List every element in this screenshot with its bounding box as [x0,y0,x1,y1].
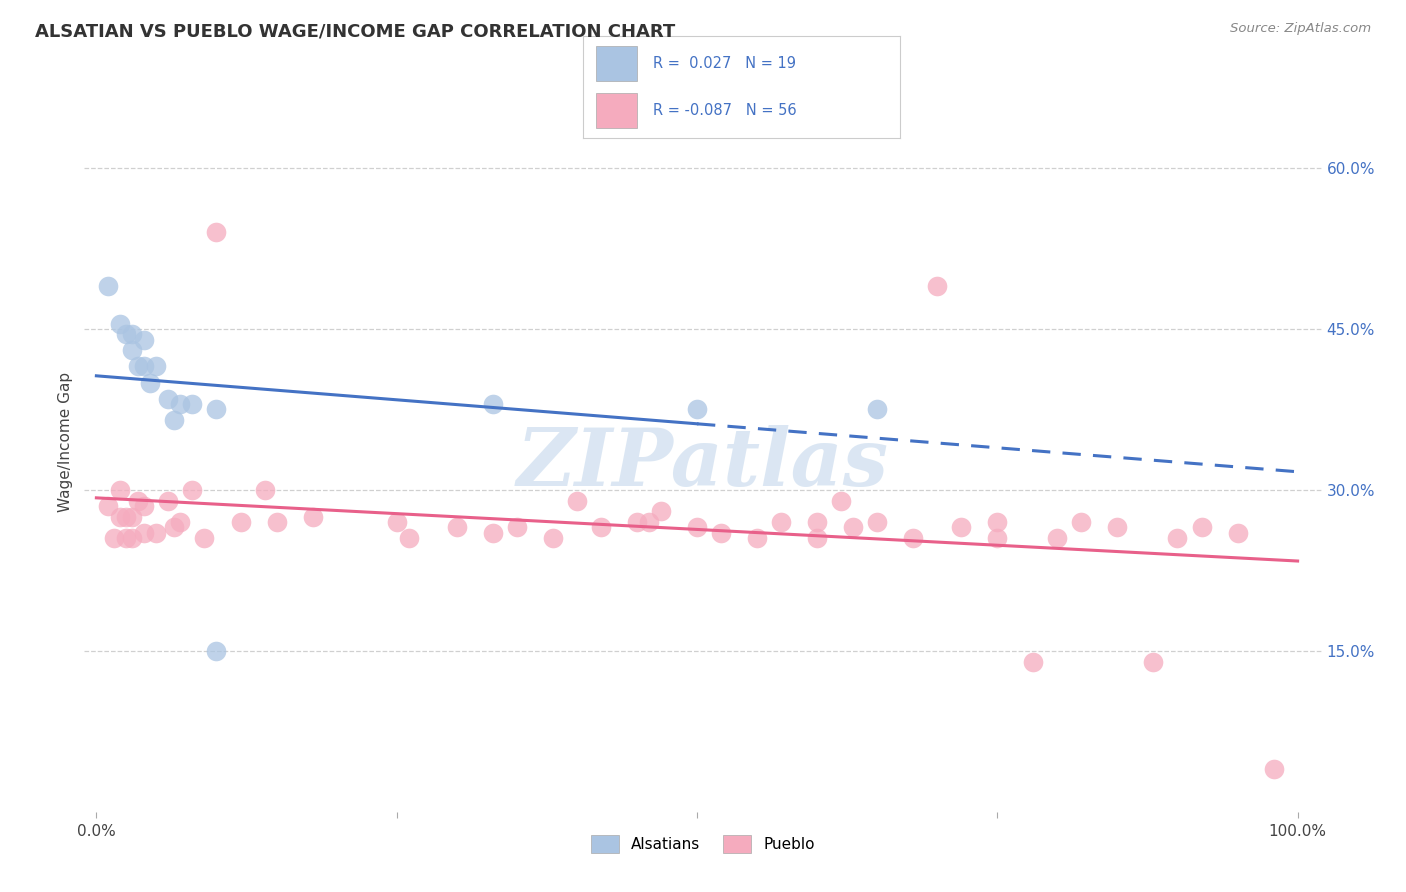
Point [97,499,120,513]
Point [169,397,191,411]
Point [626,515,648,529]
Legend: Alsatians, Pueblo: Alsatians, Pueblo [585,829,821,860]
Point [134,525,156,540]
Point [181,397,204,411]
Point [506,520,529,534]
Point [1263,762,1285,776]
Point [121,531,143,545]
Point [770,515,793,529]
Point [710,525,733,540]
Point [253,483,276,497]
Point [103,531,125,545]
Text: Source: ZipAtlas.com: Source: ZipAtlas.com [1230,22,1371,36]
Point [950,520,973,534]
FancyBboxPatch shape [596,93,637,128]
Point [110,317,132,331]
Point [1191,520,1213,534]
Point [205,402,228,417]
Point [1046,531,1069,545]
Point [481,397,503,411]
Point [97,279,120,293]
Point [163,520,186,534]
Point [1070,515,1092,529]
Point [541,531,564,545]
Point [986,531,1008,545]
Point [650,504,672,518]
Point [157,493,180,508]
Point [121,343,143,358]
Point [686,402,709,417]
Point [806,531,828,545]
Point [110,483,132,497]
Point [134,359,156,374]
Point [127,359,149,374]
Text: R = -0.087   N = 56: R = -0.087 N = 56 [652,103,797,118]
Point [266,515,288,529]
Point [903,531,925,545]
Text: R =  0.027   N = 19: R = 0.027 N = 19 [652,56,796,70]
Point [927,279,949,293]
Point [134,333,156,347]
Point [1166,531,1188,545]
Point [121,509,143,524]
Point [127,493,149,508]
Point [830,493,852,508]
Point [115,531,138,545]
Point [229,515,252,529]
Y-axis label: Wage/Income Gap: Wage/Income Gap [58,371,73,512]
Point [481,525,503,540]
Point [115,509,138,524]
Point [745,531,768,545]
Point [866,515,889,529]
Point [145,525,167,540]
Point [169,515,191,529]
Point [145,359,167,374]
Point [446,520,468,534]
Text: ZIPatlas: ZIPatlas [517,425,889,502]
Point [193,531,215,545]
Point [385,515,408,529]
Point [589,520,612,534]
Point [806,515,828,529]
Point [1142,655,1164,669]
Point [301,509,323,524]
Point [842,520,865,534]
Point [986,515,1008,529]
Point [205,225,228,239]
Point [121,327,143,342]
Point [1107,520,1129,534]
Point [1022,655,1045,669]
Point [134,499,156,513]
Point [115,327,138,342]
Point [181,483,204,497]
Text: ALSATIAN VS PUEBLO WAGE/INCOME GAP CORRELATION CHART: ALSATIAN VS PUEBLO WAGE/INCOME GAP CORRE… [35,22,675,40]
Point [1226,525,1249,540]
FancyBboxPatch shape [596,46,637,81]
Point [163,413,186,427]
Point [110,509,132,524]
Point [565,493,588,508]
Point [398,531,420,545]
Point [686,520,709,534]
Point [139,376,162,390]
Point [205,644,228,658]
Point [866,402,889,417]
Point [638,515,661,529]
Point [157,392,180,406]
